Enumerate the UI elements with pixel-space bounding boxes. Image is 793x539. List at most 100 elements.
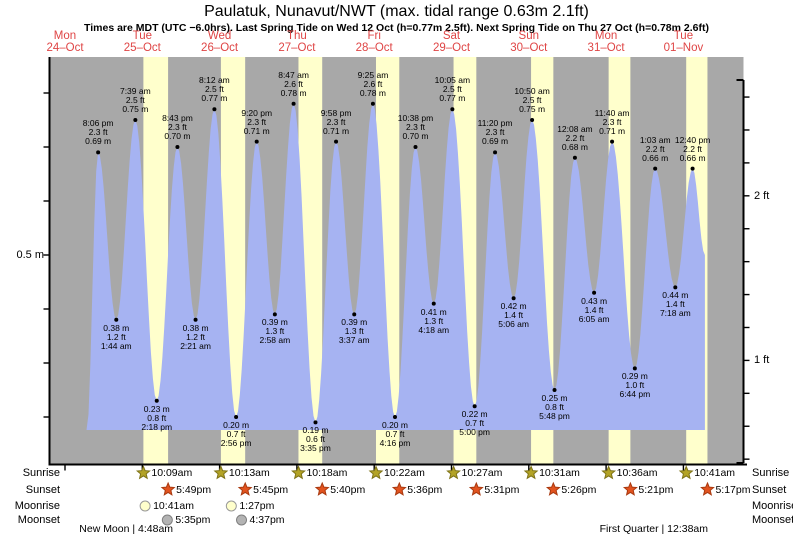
high-tide-dot [493,150,498,155]
high-tide-dot [572,155,577,160]
row-label-left-sunset: Sunset [25,483,60,496]
tide-annotation-line: 8:43 pm [162,113,193,123]
day-label: Mon 31–Oct [588,30,625,54]
tide-annotation-line: 9:25 am [357,69,389,80]
sunrise-time: 10:13am [228,467,270,479]
tide-annotation-line: 0.70 m [164,131,191,141]
tide-annotation-line: 0.25 m [541,393,568,403]
right-axis-label-1ft: 1 ft [754,354,770,367]
low-tide-annotation: 0.20 m 0.7 ft 2:56 pm [221,421,252,448]
high-tide-dot [450,107,455,112]
high-tide-dot [653,166,658,171]
tide-annotation-line: 2.5 ft [125,95,145,105]
low-tide-annotation: 0.38 m 1.2 ft 1:44 am [100,322,132,351]
tide-annotation-line: 9:58 pm [320,107,352,118]
sunset-star-icon [545,481,561,496]
day-label: Tue 01–Nov [664,30,704,54]
tide-annotation-line: 10:50 am [514,86,550,96]
day-name: Mon [594,30,618,42]
tide-annotation-line: 10:05 am [434,75,471,86]
right-axis-label-2ft: 2 ft [754,189,770,202]
tide-annotation-line: 0.75 m [122,104,149,114]
sunset-time: 5:36pm [407,483,443,496]
tide-annotation-line: 3:35 pm [300,443,331,454]
low-tide-dot [552,388,557,392]
low-tide-annotation: 0.42 m 1.4 ft 5:06 am [498,302,529,329]
tide-annotation-line: 8:12 am [199,75,230,86]
tide-annotation-line: 0.8 ft [545,402,564,412]
tide-annotation-line: 2.3 ft [485,127,505,138]
tide-annotation-line: 0.66 m [642,152,669,163]
sunrise-star-icon [446,465,461,480]
sunset-time: 5:45pm [253,483,289,496]
tide-annotation-line: 2.2 ft [683,143,703,154]
sunrise-star-icon [601,465,617,480]
high-tide-dot [370,101,375,106]
high-tide-dot [212,107,217,112]
tide-annotation-line: 1:44 am [100,340,132,351]
tide-annotation-line: 0.38 m [103,322,130,333]
tide-annotation-line: 0.19 m [302,425,329,436]
low-tide-annotation: 0.39 m 1.3 ft 2:58 am [259,318,290,345]
day-date: 29–Oct [432,42,471,54]
day-date: 25–Oct [123,42,161,54]
high-tide-dot [133,118,138,122]
day-label: Sat 29–Oct [433,30,470,54]
moon-phase-new-moon: New Moon | 4:48am [79,523,174,535]
day-name: Sun [518,30,540,42]
tide-annotation-line: 0.71 m [243,125,270,136]
tide-annotation-line: 2.2 ft [565,132,585,143]
low-tide-dot [313,420,318,425]
day-date: 01–Nov [663,42,704,54]
high-tide-annotation: 8:06 pm 2.3 ft 0.69 m [83,119,114,146]
tide-annotation-line: 0.69 m [85,136,112,147]
tide-annotation-line: 5:06 am [498,319,529,330]
low-tide-annotation: 0.19 m 0.6 ft 3:35 pm [300,426,331,453]
day-name: Fri [367,30,381,42]
page-title: Paulatuk, Nunavut/NWT (max. tidal range … [204,3,589,20]
low-tide-dot [472,404,477,409]
day-name: Tue [132,30,152,42]
sunrise-time: 10:27am [461,467,503,479]
tide-annotation-line: 6:05 am [578,313,610,324]
high-tide-dot [291,101,296,106]
moonrise-time: 10:41am [153,500,194,512]
tide-annotation-line: 0.7 ft [385,429,405,439]
high-tide-annotation: 9:25 am 2.6 ft 0.78 m [357,69,389,98]
tide-annotation-line: 0.7 ft [465,418,485,429]
tide-annotation-line: 0.41 m [420,306,447,317]
low-tide-dot [234,415,239,419]
tide-annotation-line: 2.5 ft [204,84,224,95]
tide-annotation-line: 12:40 pm [674,134,711,145]
tide-annotation-line: 11:20 pm [477,118,513,129]
tide-annotation-line: 0.77 m [201,93,228,104]
low-tide-annotation: 0.39 m 1.3 ft 3:37 am [339,318,370,345]
high-tide-annotation: 7:39 am 2.5 ft 0.75 m [120,87,151,114]
tide-annotation-line: 8:47 am [278,69,309,80]
tide-annotation-line: 7:18 am [659,308,691,319]
sunrise-star-icon [523,465,539,480]
low-tide-dot [392,415,397,419]
tide-annotation-line: 0.71 m [599,125,626,136]
high-tide-annotation: 1:03 am 2.2 ft 0.66 m [640,135,671,163]
tide-annotation-line: 0.75 m [519,104,546,114]
sunset-time: 5:17pm [715,483,751,496]
tide-annotation-line: 0.29 m [621,371,648,382]
day-label: Fri 28–Oct [356,30,393,54]
tide-annotation-line: 11:40 am [594,107,630,118]
tide-annotation-line: 1.3 ft [344,326,364,337]
tide-annotation-line: 2.2 ft [645,143,665,154]
low-tide-annotation: 0.25 m 0.8 ft 5:48 pm [539,394,570,421]
high-tide-annotation: 8:12 am 2.5 ft 0.77 m [199,76,230,103]
sunrise-time: 10:18am [306,467,348,479]
tide-annotation-line: 2.5 ft [442,84,462,95]
tide-annotation-line: 2:58 am [259,335,291,346]
day-date: 26–Oct [201,42,239,54]
day-name: Wed [207,30,232,42]
tide-annotation-line: 0.42 m [500,301,527,312]
low-tide-annotation: 0.23 m 0.8 ft 2:18 pm [141,404,172,432]
sunrise-time: 10:22am [383,467,425,479]
low-tide-annotation: 0.43 m 1.4 ft 6:05 am [578,296,610,324]
low-tide-dot [632,366,637,371]
